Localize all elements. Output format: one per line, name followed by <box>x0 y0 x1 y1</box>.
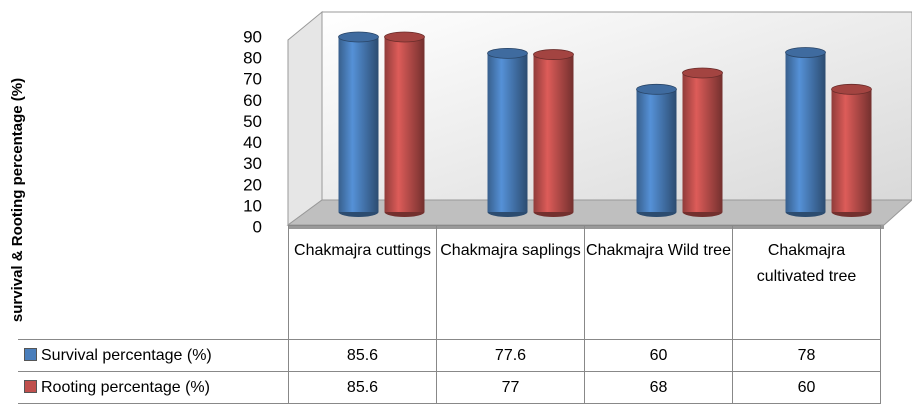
y-tick-label: 10 <box>243 196 262 215</box>
bar-top <box>384 31 425 43</box>
bar-top <box>338 31 379 43</box>
y-tick-label: 50 <box>243 112 262 131</box>
data-label: 60 <box>584 339 733 372</box>
bar <box>831 83 872 217</box>
bar-body <box>636 89 677 212</box>
bar <box>682 67 723 217</box>
legend-swatch <box>24 347 37 361</box>
data-label: 68 <box>584 371 733 404</box>
series-row: Survival percentage (%) 85.6 77.6 60 78 <box>18 339 881 372</box>
y-tick-label: 30 <box>243 154 262 173</box>
legend-entry: Rooting percentage (%) <box>18 371 289 404</box>
bar-body <box>831 89 872 212</box>
bar <box>384 31 425 217</box>
bar <box>785 47 826 217</box>
x-tick-label: Chakmajra Wild tree <box>584 225 733 340</box>
bar-top <box>785 47 826 58</box>
data-label: 85.6 <box>288 339 437 372</box>
bar-body <box>384 36 425 212</box>
y-tick-label: 20 <box>243 175 262 194</box>
bar <box>338 31 379 217</box>
x-tick-label: Chakmajra cultivated tree <box>732 225 881 340</box>
bar-top <box>533 49 574 60</box>
series-row: Rooting percentage (%) 85.6 77 68 60 <box>18 371 881 404</box>
data-label: 77.6 <box>436 339 585 372</box>
data-label: 85.6 <box>288 371 437 404</box>
bar-body <box>533 54 574 213</box>
data-label: 60 <box>732 371 881 404</box>
bar <box>533 49 574 217</box>
bar <box>636 83 677 217</box>
y-tick-label: 70 <box>243 70 262 89</box>
x-tick-label: Chakmajra cuttings <box>288 225 437 340</box>
legend-label: Survival percentage (%) <box>41 346 212 364</box>
side-wall <box>287 10 323 226</box>
bar <box>487 47 528 217</box>
data-label: 78 <box>732 339 881 372</box>
corner <box>18 225 289 340</box>
y-tick-label: 90 <box>243 27 262 46</box>
y-tick-label: 80 <box>243 49 262 68</box>
bar-body <box>487 53 528 213</box>
legend-swatch <box>24 379 37 393</box>
header-row: Chakmajra cuttings Chakmajra saplings Chak… <box>18 225 881 340</box>
data-label: 77 <box>436 371 585 404</box>
bar-body <box>338 36 379 212</box>
bar-body <box>682 72 723 212</box>
bar-top <box>682 67 723 79</box>
bar-body <box>785 52 826 213</box>
bar-top <box>487 47 528 59</box>
y-tick-label: 40 <box>243 133 262 152</box>
x-tick-label: Chakmajra saplings <box>436 225 585 340</box>
data-table: Chakmajra cuttings Chakmajra saplings Chak… <box>18 225 881 404</box>
legend-label: Rooting percentage (%) <box>41 378 210 396</box>
bar-top <box>831 83 872 95</box>
legend-entry: Survival percentage (%) <box>18 339 289 372</box>
y-tick-label: 60 <box>243 91 262 110</box>
bar-top <box>636 83 677 95</box>
